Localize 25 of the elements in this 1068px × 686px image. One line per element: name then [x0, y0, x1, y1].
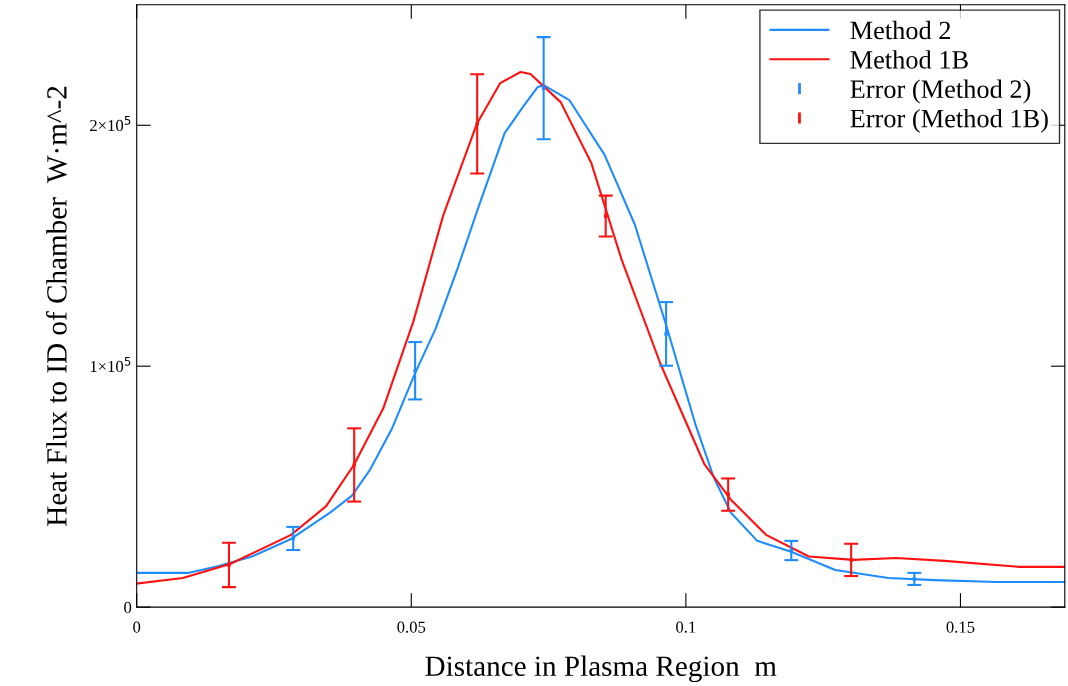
x-tick-label: 0: [133, 621, 141, 633]
point: [541, 86, 546, 90]
point: [227, 563, 231, 567]
legend-label: Error (Method 2): [850, 79, 1031, 104]
point: [789, 548, 794, 553]
legend-label: Error (Method 1B): [850, 108, 1048, 133]
legend-label: Method 2: [850, 20, 951, 40]
y-tick-label: 2×10$^{5}$: [90, 116, 131, 132]
point: [352, 463, 356, 467]
point: [291, 536, 295, 541]
x-tick-label: 0.1: [676, 621, 696, 633]
y-tick-label: 0: [124, 601, 132, 614]
legend-label: Method 1B: [850, 50, 968, 69]
y-axis-title: Heat Flux to ID of Chamber W·m^-2: [45, 86, 67, 526]
y-tick-label: 1×10$^{5}$: [90, 357, 131, 373]
point: [603, 214, 608, 218]
point: [912, 577, 917, 581]
x-tick-label: 0.05: [397, 621, 426, 633]
point: [413, 369, 417, 373]
x-tick-label: 0.15: [946, 621, 975, 633]
point: [726, 492, 730, 497]
x-axis-title: Distance in Plasma Region m: [425, 655, 777, 683]
point: [849, 558, 853, 562]
point: [664, 332, 668, 336]
point: [475, 122, 479, 126]
